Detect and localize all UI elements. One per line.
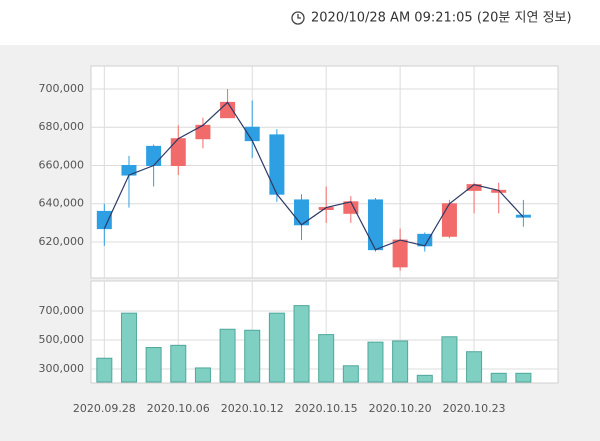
volume-bar bbox=[293, 305, 310, 383]
x-tick-label: 2020.10.06 bbox=[147, 402, 210, 415]
volume-bar bbox=[244, 329, 261, 383]
x-tick-label: 2020.09.28 bbox=[73, 402, 136, 415]
y-tick-label: 660,000 bbox=[39, 158, 85, 171]
x-tick-label: 2020.10.20 bbox=[369, 402, 432, 415]
volume-bar bbox=[318, 334, 335, 383]
volume-bar bbox=[515, 372, 532, 383]
y-tick-label: 700,000 bbox=[39, 82, 85, 95]
y-tick-label: 620,000 bbox=[39, 235, 85, 248]
volume-bar bbox=[466, 351, 483, 383]
volume-bar bbox=[194, 367, 211, 383]
y-tick-label: 700,000 bbox=[39, 304, 85, 317]
clock-hand bbox=[297, 14, 301, 19]
volume-bar bbox=[170, 344, 187, 383]
clock-icon bbox=[291, 11, 305, 25]
volume-bar bbox=[416, 374, 433, 383]
candle-body bbox=[170, 138, 186, 166]
volume-bar bbox=[120, 312, 137, 383]
y-tick-label: 500,000 bbox=[39, 333, 85, 346]
candle-body bbox=[367, 199, 383, 251]
volume-bar bbox=[219, 328, 236, 383]
candle-body bbox=[146, 145, 162, 166]
y-tick-label: 680,000 bbox=[39, 120, 85, 133]
x-tick-label: 2020.10.12 bbox=[221, 402, 284, 415]
volume-bar bbox=[342, 365, 359, 383]
volume-bar bbox=[392, 340, 409, 383]
close-line bbox=[103, 101, 524, 251]
x-tick-label: 2020.10.15 bbox=[295, 402, 358, 415]
volume-bar bbox=[145, 347, 162, 383]
y-tick-label: 640,000 bbox=[39, 197, 85, 210]
timestamp: 2020/10/28 AM 09:21:05 (20분 지연 정보) bbox=[311, 11, 572, 26]
volume-bar bbox=[268, 312, 285, 383]
y-tick-label: 300,000 bbox=[39, 362, 85, 375]
volume-bar bbox=[96, 357, 113, 383]
candle-body bbox=[269, 134, 285, 195]
volume-bar bbox=[441, 336, 458, 383]
candle-body bbox=[392, 239, 408, 268]
volume-bar bbox=[490, 372, 507, 383]
price-plot-area bbox=[90, 65, 559, 279]
candle-body bbox=[96, 210, 112, 230]
candle-body bbox=[441, 203, 457, 237]
volume-bar bbox=[367, 341, 384, 383]
x-tick-label: 2020.10.23 bbox=[443, 402, 506, 415]
